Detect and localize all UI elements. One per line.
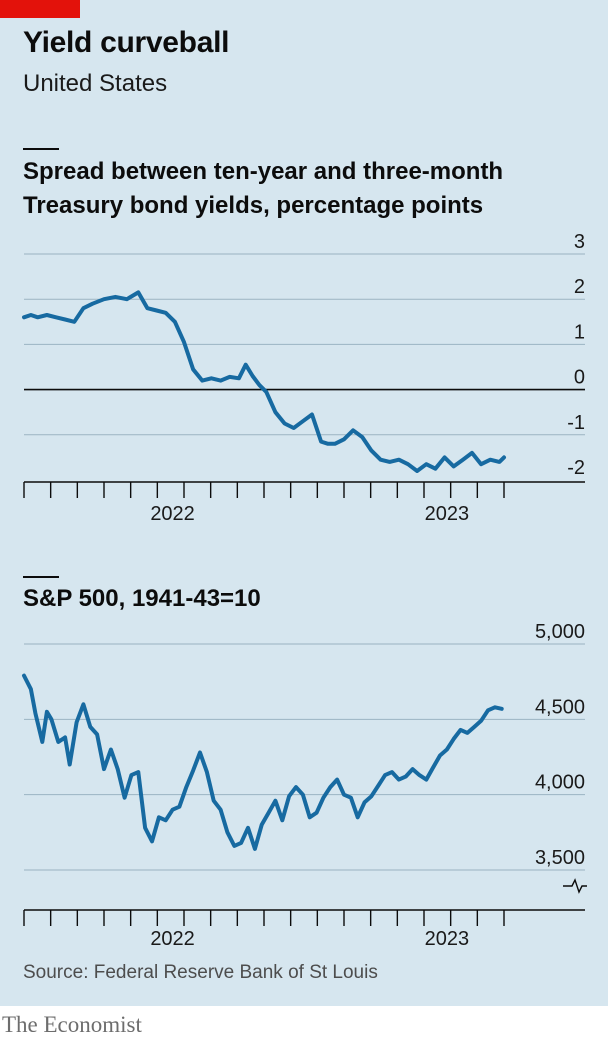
- chart-title: Yield curveball: [23, 26, 230, 59]
- series-line: [22, 673, 504, 851]
- y-tick-label: -2: [567, 457, 585, 479]
- x-year-label: 2023: [425, 928, 470, 950]
- chart-panel: [0, 0, 608, 1006]
- series-line: [22, 290, 506, 473]
- y-tick-label: 4,500: [535, 696, 585, 718]
- y-tick-label: 4,000: [535, 772, 585, 794]
- y-tick-label: 5,000: [535, 621, 585, 643]
- panel1-rule: [23, 148, 59, 150]
- sp500-chart: 5,000 4,500 4,000 3,500 2022 2023: [22, 621, 587, 950]
- y-tick-label: 3,500: [535, 847, 585, 869]
- y-tick-label: 2: [574, 276, 585, 298]
- yield-spread-chart: 3 2 1 0 -1 -2 2022 2023: [22, 231, 585, 525]
- axis-break-symbol: [563, 878, 587, 894]
- chart-subtitle: United States: [23, 70, 168, 97]
- panel1-heading: Spread between ten-year and three-month …: [23, 158, 504, 219]
- source-note: Source: Federal Reserve Bank of St Louis: [23, 962, 378, 983]
- y-tick-label: 0: [574, 367, 585, 389]
- y-tick-label: 1: [574, 321, 585, 343]
- panel2-rule: [23, 576, 59, 578]
- x-year-label: 2023: [425, 503, 470, 525]
- x-year-label: 2022: [150, 928, 195, 950]
- panel2-heading: S&P 500, 1941-43=10: [23, 585, 261, 612]
- y-tick-label: -1: [567, 412, 585, 434]
- brand-red-tag: [0, 0, 80, 18]
- x-year-label: 2022: [150, 503, 195, 525]
- brand-wordmark: The Economist: [2, 1012, 142, 1037]
- y-tick-label: 3: [574, 231, 585, 253]
